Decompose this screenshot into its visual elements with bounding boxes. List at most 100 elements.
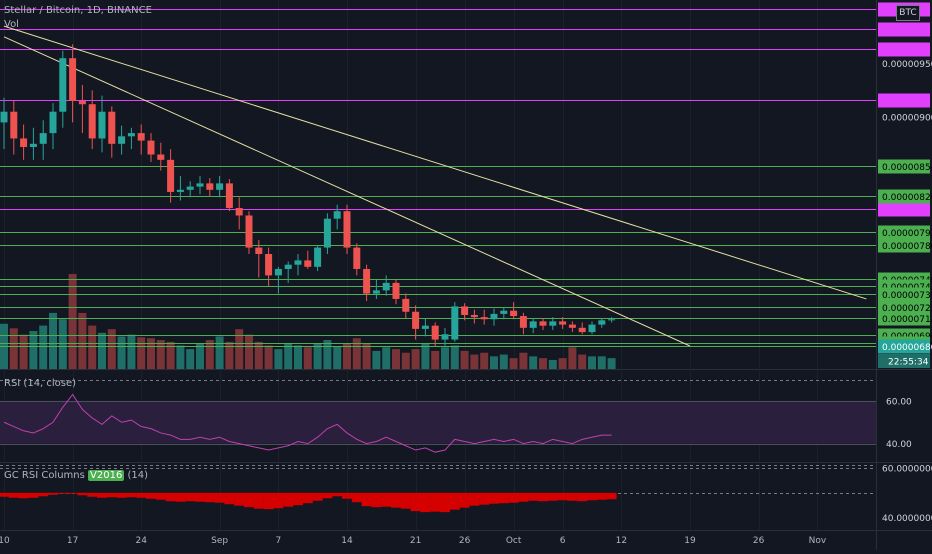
volume-bar [382,347,391,369]
volume-bar [343,343,351,369]
candle [323,213,331,254]
gc-column [185,492,196,502]
volume-bar [607,358,616,369]
candle-body [186,186,194,190]
candle-body [274,268,282,276]
candle [88,90,96,150]
gc-column [126,492,137,498]
candle-body [402,298,410,312]
candle-body [98,111,106,139]
volume-bar [539,358,547,369]
volume-bar [186,349,195,369]
gc-column [596,492,607,500]
candle [314,245,322,272]
candle [225,179,233,212]
candle-body [451,306,459,340]
time-axis-label: 26 [753,536,765,546]
volume-bar [460,350,469,369]
gc-column [273,492,284,509]
rsi-line [3,393,612,453]
candle-body [284,264,292,269]
volume-bar [313,343,322,369]
candle-body [392,282,400,299]
candle-body [206,183,214,190]
candle-body [559,321,567,325]
candle [500,307,508,320]
volume-bar [137,337,146,369]
volume-bar [196,343,204,369]
candle-body [255,247,263,254]
volume-bar [548,359,557,369]
countdown-label: 22:55:34 [888,358,929,368]
gc-column [479,492,490,505]
candle-body [245,215,253,248]
price-level-label: 0.00000686 [882,343,932,353]
candle-body [137,133,145,141]
volume-bar [274,349,283,369]
gc-column [48,492,58,495]
candle [0,97,8,150]
gc-column [606,492,617,500]
volume-bar [470,354,479,369]
gc-column [391,492,401,508]
gc-column [312,492,323,501]
volume-bar [392,349,400,369]
gc-column [175,492,186,502]
candle-body [421,325,429,329]
candle-body [225,183,233,208]
candle [598,318,606,328]
candle [39,120,47,160]
candle [421,318,429,337]
gc-column [410,492,421,512]
gc-column [146,492,156,499]
time-axis-label: Oct [506,536,522,546]
volume-bar [254,341,263,369]
time-axis-label: Sep [211,536,228,546]
gc-column [361,492,372,507]
gc-param: (14) [124,470,149,481]
price-level-tag [878,287,930,302]
gc-column [57,492,68,494]
candle-body [382,282,390,291]
candle [127,127,135,150]
time-axis-label: 6 [560,536,566,546]
volume-bar [88,325,97,369]
candle-body [510,310,518,317]
gc-column [234,492,245,506]
volume-legend: Vol [4,19,19,30]
candle-body [49,111,57,134]
candle [176,175,184,201]
price-level-tag [878,311,930,326]
volume-bar [166,341,175,369]
candle-body [372,290,380,294]
gc-column [528,492,539,501]
candle-body [539,321,547,326]
volume-bar [294,345,302,369]
gc-column [469,492,480,506]
volume-bar [352,338,361,369]
time-axis-label: Nov [809,536,827,546]
gc-column [224,492,235,505]
price-level-tag [878,300,930,315]
currency-badge[interactable]: BTC [896,5,920,21]
candle-body [78,101,86,105]
time-axis-label: 26 [459,536,471,546]
candle-body [127,133,135,137]
price-level-label: 0.00000780 [882,242,932,252]
volume-bar [107,329,116,369]
rsi-title: RSI (14, close) [4,378,77,389]
candle-body [265,253,273,276]
candle [10,101,18,155]
candle-body [314,247,322,267]
candle [118,125,126,155]
candle [608,317,616,323]
candle [78,84,86,134]
gc-column [351,492,362,503]
candle [343,204,351,254]
volume-bar [127,334,136,369]
candle-body [20,138,28,148]
volume-bar [58,319,67,369]
time-axis-label: 19 [684,536,696,546]
